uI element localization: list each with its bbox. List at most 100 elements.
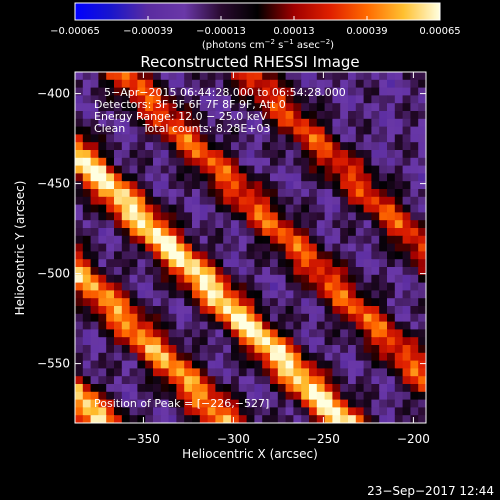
heatmap-cell (90, 337, 99, 346)
heatmap-cell (215, 399, 224, 408)
heatmap-cell (145, 251, 154, 260)
heatmap-cell (301, 306, 310, 315)
heatmap-cell (379, 267, 388, 276)
heatmap-cell (90, 345, 99, 354)
heatmap-cell (199, 399, 209, 408)
heatmap-cell (355, 290, 365, 299)
heatmap-cell (418, 243, 426, 252)
heatmap-cell (153, 298, 162, 307)
heatmap-cell (82, 126, 92, 135)
heatmap-cell (293, 118, 302, 128)
heatmap-cell (75, 267, 84, 276)
heatmap-cell (301, 142, 310, 151)
heatmap-cell (199, 298, 209, 307)
heatmap-cell (324, 267, 333, 276)
heatmap-cell (293, 126, 302, 135)
heatmap-cell (379, 376, 388, 385)
colorbar-tick-label: −0.00013 (196, 26, 246, 37)
heatmap-cell (340, 368, 349, 377)
heatmap-cell (254, 235, 263, 245)
heatmap-cell (394, 157, 404, 167)
heatmap-cell (402, 87, 411, 96)
heatmap-cell (410, 204, 419, 213)
heatmap-cell (176, 391, 185, 401)
heatmap-cell (316, 321, 326, 330)
heatmap-cell (355, 415, 365, 423)
heatmap-cell (114, 220, 123, 229)
heatmap-cell (355, 298, 365, 307)
heatmap-cell (355, 220, 365, 229)
heatmap-cell (410, 235, 419, 245)
heatmap-cell (176, 72, 185, 81)
heatmap-cell (106, 181, 115, 190)
heatmap-cell (121, 165, 131, 174)
heatmap-cell (192, 165, 201, 174)
heatmap-cell (309, 407, 318, 416)
heatmap-cell (153, 391, 162, 401)
heatmap-cell (145, 118, 154, 128)
heatmap-cell (309, 243, 318, 252)
heatmap-cell (223, 228, 232, 237)
heatmap-cell (129, 243, 138, 252)
heatmap-cell (402, 228, 411, 237)
heatmap-cell (184, 204, 193, 213)
heatmap-cell (145, 298, 154, 307)
heatmap-cell (285, 376, 294, 385)
heatmap-cell (129, 407, 138, 416)
heatmap-cell (277, 126, 287, 135)
heatmap-cell (332, 313, 341, 323)
heatmap-cell (176, 360, 185, 369)
heatmap-cell (394, 360, 404, 369)
heatmap-cell (215, 259, 224, 268)
heatmap-cell (231, 243, 240, 252)
heatmap-cell (215, 345, 224, 354)
heatmap-cell (348, 95, 357, 104)
heatmap-cell (137, 150, 146, 159)
heatmap-cell (184, 79, 193, 89)
heatmap-cell (270, 399, 279, 408)
heatmap-cell (293, 111, 302, 120)
heatmap-cell (145, 196, 154, 206)
heatmap-cell (106, 220, 115, 229)
heatmap-cell (277, 360, 287, 369)
heatmap-cell (410, 384, 419, 393)
heatmap-cell (394, 150, 404, 159)
heatmap-cell (309, 274, 318, 284)
heatmap-cell (231, 251, 240, 260)
heatmap-cell (223, 212, 232, 221)
heatmap-cell (82, 235, 92, 245)
heatmap-cell (348, 150, 357, 159)
heatmap-cell (199, 282, 209, 291)
heatmap-cell (238, 118, 248, 128)
heatmap-cell (223, 72, 232, 81)
heatmap-cell (176, 352, 185, 362)
heatmap-cell (301, 384, 310, 393)
heatmap-cell (355, 103, 365, 112)
heatmap-cell (137, 337, 146, 346)
heatmap-cell (75, 274, 84, 284)
heatmap-cell (293, 407, 302, 416)
heatmap-cell (418, 150, 426, 159)
heatmap-cell (402, 376, 411, 385)
heatmap-cell (246, 79, 255, 89)
heatmap-cell (309, 360, 318, 369)
heatmap-cell (106, 204, 115, 213)
heatmap-cell (184, 220, 193, 229)
heatmap-cell (309, 196, 318, 206)
heatmap-cell (145, 95, 154, 104)
heatmap-cell (238, 298, 248, 307)
heatmap-cell (106, 415, 115, 423)
heatmap-cell (121, 360, 131, 369)
heatmap-cell (254, 415, 263, 423)
heatmap-cell (410, 72, 419, 81)
heatmap-cell (379, 196, 388, 206)
heatmap-cell (192, 321, 201, 330)
heatmap-cell (199, 376, 209, 385)
heatmap-cell (153, 345, 162, 354)
heatmap-cell (340, 337, 349, 346)
chart-title: Reconstructed RHESSI Image (140, 53, 359, 71)
heatmap-cell (402, 118, 411, 128)
heatmap-cell (379, 282, 388, 291)
heatmap-cell (410, 376, 419, 385)
heatmap-cell (199, 134, 209, 143)
